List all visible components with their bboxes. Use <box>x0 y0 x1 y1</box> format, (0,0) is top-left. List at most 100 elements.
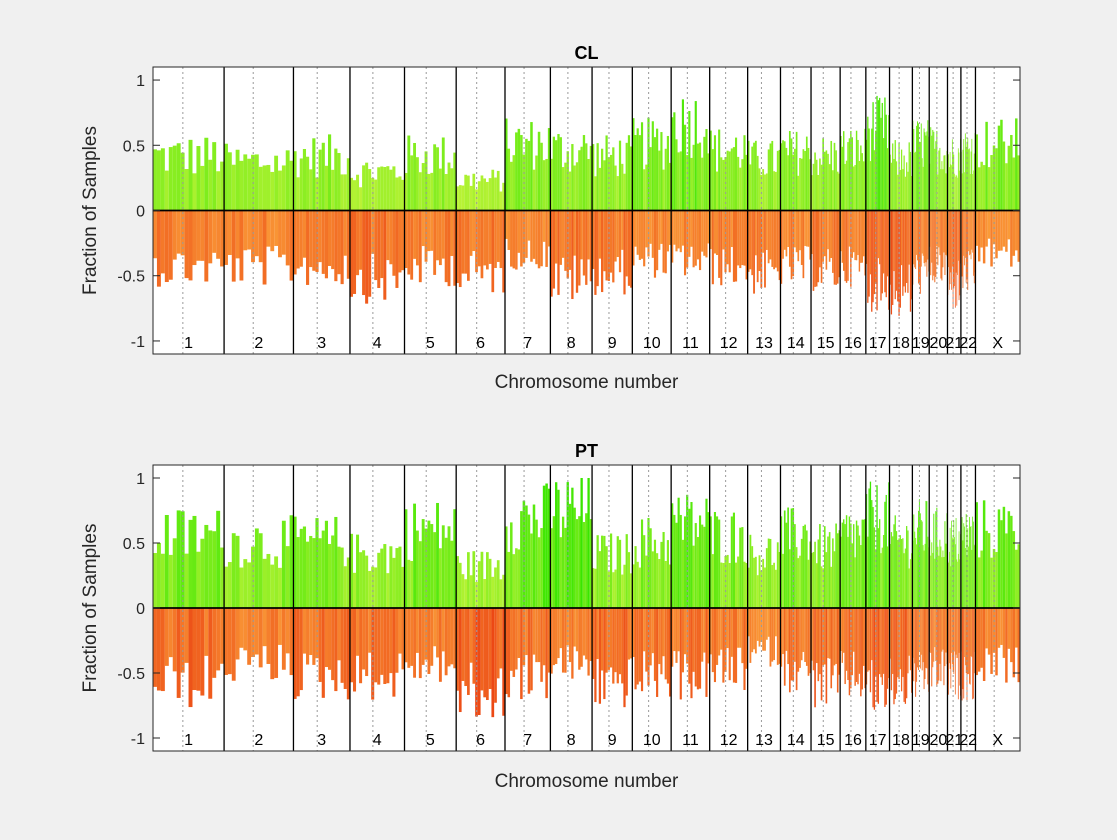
loss-bar-chr8 <box>564 210 567 271</box>
gain-bar-chr7 <box>540 142 543 211</box>
loss-bar-chr8 <box>561 210 565 258</box>
gain-bar-chr12 <box>713 511 717 608</box>
loss-bar-chr21 <box>955 608 957 655</box>
gain-bar-chr12 <box>730 516 733 608</box>
loss-bar-chrX <box>1015 608 1018 648</box>
loss-bar-chr2 <box>231 210 236 282</box>
loss-bar-chr7 <box>530 210 533 262</box>
gain-bar-chr13 <box>769 143 772 211</box>
loss-bar-chr11 <box>679 608 682 700</box>
loss-bar-chr16 <box>861 608 863 690</box>
gain-bar-chr7 <box>530 533 533 608</box>
loss-bar-chr22 <box>967 608 969 675</box>
loss-bar-chr17 <box>876 608 878 702</box>
gain-bar-chr15 <box>815 159 818 211</box>
loss-bar-chr11 <box>675 210 678 252</box>
gain-bar-chr7 <box>527 514 531 608</box>
gain-bar-chr10 <box>649 147 652 211</box>
loss-bar-chr21 <box>948 210 949 268</box>
gain-bar-chr9 <box>623 564 626 608</box>
gain-bar-chr12 <box>726 150 729 211</box>
loss-bar-chr6 <box>496 210 500 262</box>
gain-bar-chr16 <box>852 524 855 608</box>
gain-bar-chr8 <box>585 513 588 608</box>
loss-bar-chr22 <box>961 608 963 701</box>
loss-bar-chr8 <box>561 608 565 673</box>
loss-bar-chr19 <box>924 210 926 267</box>
gain-bar-chr12 <box>728 562 731 608</box>
loss-bar-chr21 <box>951 608 952 653</box>
loss-bar-chr10 <box>658 608 661 665</box>
loss-bar-chr18 <box>894 210 896 300</box>
loss-bar-chr9 <box>596 608 599 660</box>
loss-bar-chr3 <box>309 608 313 655</box>
gain-bar-chr5 <box>436 502 439 608</box>
gain-bar-chr12 <box>709 130 712 211</box>
chromosome-label: 7 <box>523 335 532 352</box>
gain-bar-chr1 <box>204 524 209 608</box>
gain-bar-chr16 <box>864 128 866 211</box>
gain-bar-chr10 <box>647 117 650 211</box>
loss-bar-chr20 <box>937 210 939 266</box>
gain-bar-chr20 <box>940 546 942 608</box>
loss-bar-chr19 <box>925 210 927 263</box>
gain-bar-chr14 <box>785 522 788 608</box>
gain-bar-chr11 <box>692 144 695 211</box>
loss-bar-chr9 <box>609 608 613 668</box>
loss-bar-chr4 <box>377 608 381 685</box>
loss-bar-chr4 <box>389 608 393 674</box>
loss-bar-chr16 <box>852 608 855 652</box>
gain-bar-chr4 <box>389 169 393 211</box>
gain-bar-chr12 <box>709 516 712 608</box>
loss-bar-chr20 <box>931 608 933 687</box>
gain-bar-chr1 <box>180 152 185 211</box>
gain-bar-chr21 <box>957 148 959 211</box>
gain-bar-chr16 <box>861 519 863 608</box>
gain-bar-chr4 <box>374 179 378 211</box>
loss-bar-chr7 <box>535 608 538 663</box>
loss-bar-chr1 <box>172 608 177 672</box>
loss-bar-chr18 <box>899 608 901 670</box>
loss-bar-chr15 <box>835 608 837 664</box>
loss-bar-chr16 <box>841 608 844 663</box>
loss-bar-chr6 <box>477 608 481 716</box>
loss-bar-chr21 <box>948 210 950 290</box>
loss-bar-chr10 <box>632 608 635 657</box>
chromosome-label: 4 <box>373 732 382 749</box>
loss-bar-chr5 <box>453 210 457 286</box>
gain-bar-chr1 <box>216 510 221 608</box>
gain-bar-chrX <box>995 148 998 211</box>
gain-bar-chr13 <box>754 556 757 608</box>
loss-bar-chr15 <box>814 608 816 708</box>
gain-bar-chr20 <box>943 556 945 608</box>
chromosome-label: 22 <box>959 732 977 749</box>
gain-bar-chr20 <box>935 141 937 211</box>
loss-bar-chr16 <box>848 210 851 247</box>
loss-bar-chr3 <box>302 210 307 258</box>
loss-bar-chr8 <box>582 608 586 656</box>
gain-bar-chr19 <box>926 131 928 211</box>
loss-bar-chrX <box>980 608 983 668</box>
loss-bar-chr16 <box>847 608 849 681</box>
gain-bar-chr12 <box>739 167 742 211</box>
gain-bar-chr7 <box>522 500 526 608</box>
gain-bar-chr21 <box>955 518 957 608</box>
gain-bar-chr13 <box>751 546 754 608</box>
gain-bar-chr11 <box>690 501 693 608</box>
gain-bar-chr3 <box>302 148 307 211</box>
chromosome-label: 3 <box>317 732 326 749</box>
gain-bar-chr6 <box>502 574 505 608</box>
loss-bar-chr9 <box>618 210 622 273</box>
loss-bar-chr6 <box>480 210 484 279</box>
gain-bar-chr3 <box>302 526 307 608</box>
loss-bar-chr15 <box>823 210 826 257</box>
gain-bar-chr7 <box>504 526 508 608</box>
loss-bar-chr16 <box>844 210 846 282</box>
gain-bar-chr13 <box>773 562 776 608</box>
loss-bar-chr11 <box>696 210 699 260</box>
loss-bar-chr13 <box>749 608 752 663</box>
gain-bar-chr5 <box>410 155 414 211</box>
loss-bar-chr9 <box>598 608 602 704</box>
loss-bar-chr22 <box>965 608 967 673</box>
